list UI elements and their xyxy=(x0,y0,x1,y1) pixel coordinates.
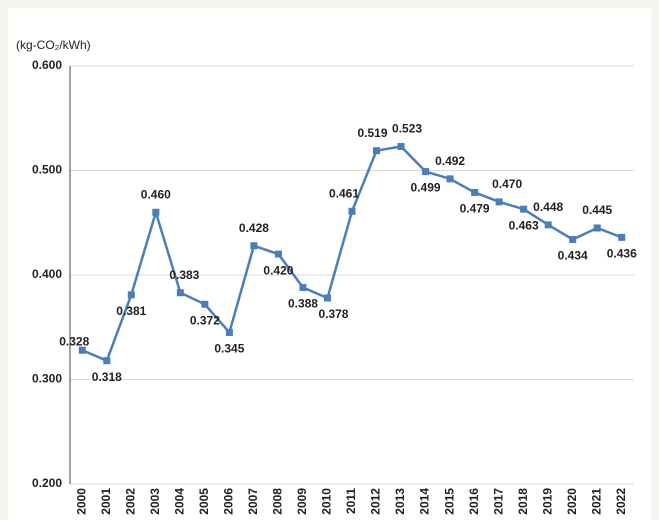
x-tick-label: 2002 xyxy=(123,488,137,515)
y-tick-label: 0.500 xyxy=(32,163,62,177)
y-axis-label: (kg-CO₂/kWh) xyxy=(16,38,91,52)
data-label: 0.461 xyxy=(329,186,359,200)
marker xyxy=(397,142,405,150)
marker xyxy=(225,328,233,336)
y-tick-label: 0.400 xyxy=(32,267,62,281)
data-label: 0.519 xyxy=(358,126,388,140)
data-label: 0.448 xyxy=(533,200,563,214)
data-label: 0.428 xyxy=(239,221,269,235)
marker xyxy=(593,224,601,232)
data-label: 0.492 xyxy=(435,154,465,168)
marker xyxy=(446,175,454,183)
x-tick-label: 2008 xyxy=(271,488,285,515)
data-label: 0.463 xyxy=(509,218,539,232)
x-tick-label: 2015 xyxy=(442,488,456,515)
marker xyxy=(201,300,209,308)
x-tick-label: 2016 xyxy=(467,488,481,515)
x-tick-label: 2012 xyxy=(369,488,383,515)
x-tick-label: 2007 xyxy=(246,488,260,515)
x-tick-label: 2018 xyxy=(516,488,530,515)
panel xyxy=(8,8,651,520)
data-label: 0.434 xyxy=(558,249,588,263)
marker xyxy=(373,147,381,155)
data-label: 0.328 xyxy=(59,334,89,348)
data-label: 0.388 xyxy=(288,297,318,311)
x-tick-label: 2011 xyxy=(344,488,358,514)
x-tick-label: 2021 xyxy=(589,488,603,515)
marker xyxy=(471,188,479,196)
marker xyxy=(152,208,160,216)
marker xyxy=(78,346,86,354)
marker xyxy=(103,357,111,365)
y-tick-label: 0.200 xyxy=(32,476,62,490)
data-label: 0.318 xyxy=(92,370,122,384)
x-tick-label: 2004 xyxy=(173,488,187,515)
y-tick-label: 0.300 xyxy=(32,372,62,386)
x-tick-label: 2003 xyxy=(148,488,162,515)
data-label: 0.436 xyxy=(607,247,637,261)
x-tick-label: 2022 xyxy=(614,488,628,515)
marker xyxy=(348,207,356,215)
marker xyxy=(323,294,331,302)
marker xyxy=(495,198,503,206)
marker xyxy=(520,205,528,213)
data-label: 0.499 xyxy=(411,181,441,195)
data-label: 0.479 xyxy=(460,202,490,216)
data-label: 0.378 xyxy=(318,307,348,321)
data-label: 0.372 xyxy=(190,313,220,327)
x-tick-label: 2001 xyxy=(99,488,113,515)
marker xyxy=(250,242,258,250)
data-label: 0.460 xyxy=(141,187,171,201)
x-tick-label: 2019 xyxy=(540,488,554,515)
x-tick-label: 2010 xyxy=(320,488,334,515)
data-label: 0.420 xyxy=(263,263,293,277)
marker xyxy=(618,233,626,241)
marker xyxy=(422,168,430,176)
data-label: 0.470 xyxy=(492,177,522,191)
x-tick-label: 2014 xyxy=(418,488,432,515)
marker xyxy=(127,291,135,299)
marker xyxy=(544,221,552,229)
x-tick-label: 2009 xyxy=(295,488,309,515)
x-tick-label: 2005 xyxy=(197,488,211,515)
data-label: 0.445 xyxy=(582,203,612,217)
data-label: 0.383 xyxy=(169,268,199,282)
data-label: 0.523 xyxy=(392,122,422,136)
x-tick-label: 2017 xyxy=(491,488,505,515)
x-tick-label: 2020 xyxy=(565,488,579,515)
x-tick-label: 2000 xyxy=(74,488,88,515)
x-tick-label: 2013 xyxy=(393,488,407,515)
data-label: 0.345 xyxy=(214,342,244,356)
marker xyxy=(176,289,184,297)
data-label: 0.381 xyxy=(116,304,146,318)
marker xyxy=(274,250,282,258)
y-tick-label: 0.600 xyxy=(32,58,62,72)
x-tick-label: 2006 xyxy=(222,488,236,515)
marker xyxy=(299,284,307,292)
marker xyxy=(569,235,577,243)
